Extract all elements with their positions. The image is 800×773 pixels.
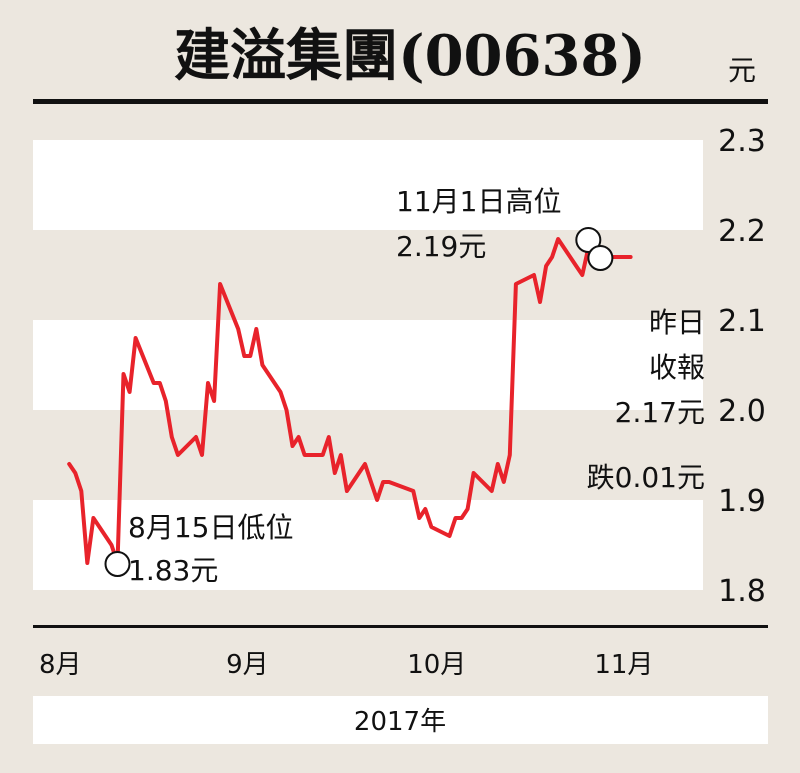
y-tick-label: 1.9 [718,484,766,519]
y-tick-label: 1.8 [718,574,766,609]
annotation-marker [587,245,614,271]
annotation-marker [104,551,131,577]
close-annotation-line2: 收報 [649,351,705,384]
low-annotation-line2: 1.83元 [128,554,218,587]
y-tick-label: 2.2 [718,214,766,249]
close-annotation-line3: 2.17元 [615,396,705,429]
high-annotation-line1: 11月1日高位 [396,185,561,218]
year-label: 2017年 [354,707,446,737]
y-tick-label: 2.3 [718,124,766,159]
x-tick-label: 8月 [39,650,82,680]
year-band [33,696,768,744]
x-tick-labels: 8月 9月 10月 11月 [39,650,653,680]
unit-label: 元 [728,54,756,87]
band-1.8-1.9 [33,500,703,590]
y-tick-label: 2.0 [718,394,766,429]
annotation-markers [104,227,614,577]
x-tick-label: 9月 [226,650,269,680]
chart-title: 建溢集團(00638) [174,23,646,89]
y-tick-labels: 2.3 2.2 2.1 2.0 1.9 1.8 [718,124,766,609]
annotation-marker [575,227,602,253]
month-rule [33,625,768,628]
y-tick-label: 2.1 [718,304,766,339]
x-tick-label: 11月 [594,650,653,680]
band-2.2-2.3 [33,140,703,230]
x-tick-label: 10月 [407,650,466,680]
price-series-line [67,237,633,565]
close-annotation-line1: 昨日 [649,306,705,339]
high-annotation-line2: 2.19元 [396,230,486,263]
title-rule [33,99,768,104]
low-annotation-line1: 8月15日低位 [128,511,293,544]
close-annotation-line4: 跌0.01元 [587,461,705,494]
